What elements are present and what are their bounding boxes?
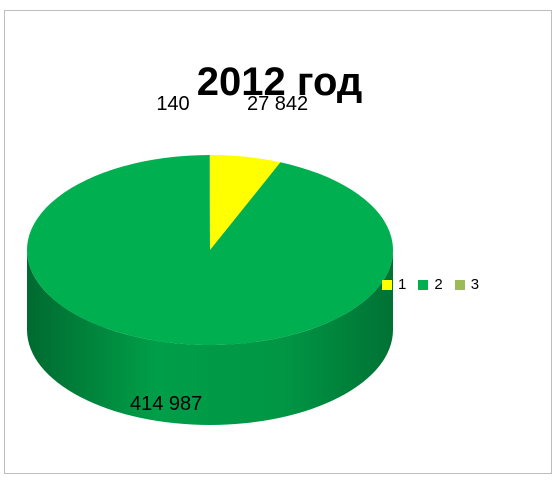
- legend-label-1: 1: [398, 276, 407, 293]
- pie-slice-2: [26, 155, 393, 345]
- legend-item-1: 1: [382, 276, 406, 293]
- pie-slice-1: [210, 155, 281, 250]
- legend-item-3: 3: [454, 276, 480, 293]
- legend-swatch-3: [454, 279, 465, 290]
- data-label-2: 414 987: [130, 393, 202, 415]
- data-label-1: 27 842: [247, 93, 308, 115]
- legend-item-2: 2: [418, 276, 443, 293]
- legend-label-3: 3: [470, 276, 480, 293]
- pie-side-2: [27, 250, 393, 425]
- data-label-3: 140: [156, 93, 189, 115]
- legend-swatch-2: [418, 279, 429, 290]
- chart-title: 2012 год: [196, 60, 363, 104]
- legend-label-2: 2: [434, 276, 443, 293]
- chart-legend: 1 2 3: [382, 276, 491, 293]
- legend-swatch-1: [382, 279, 392, 290]
